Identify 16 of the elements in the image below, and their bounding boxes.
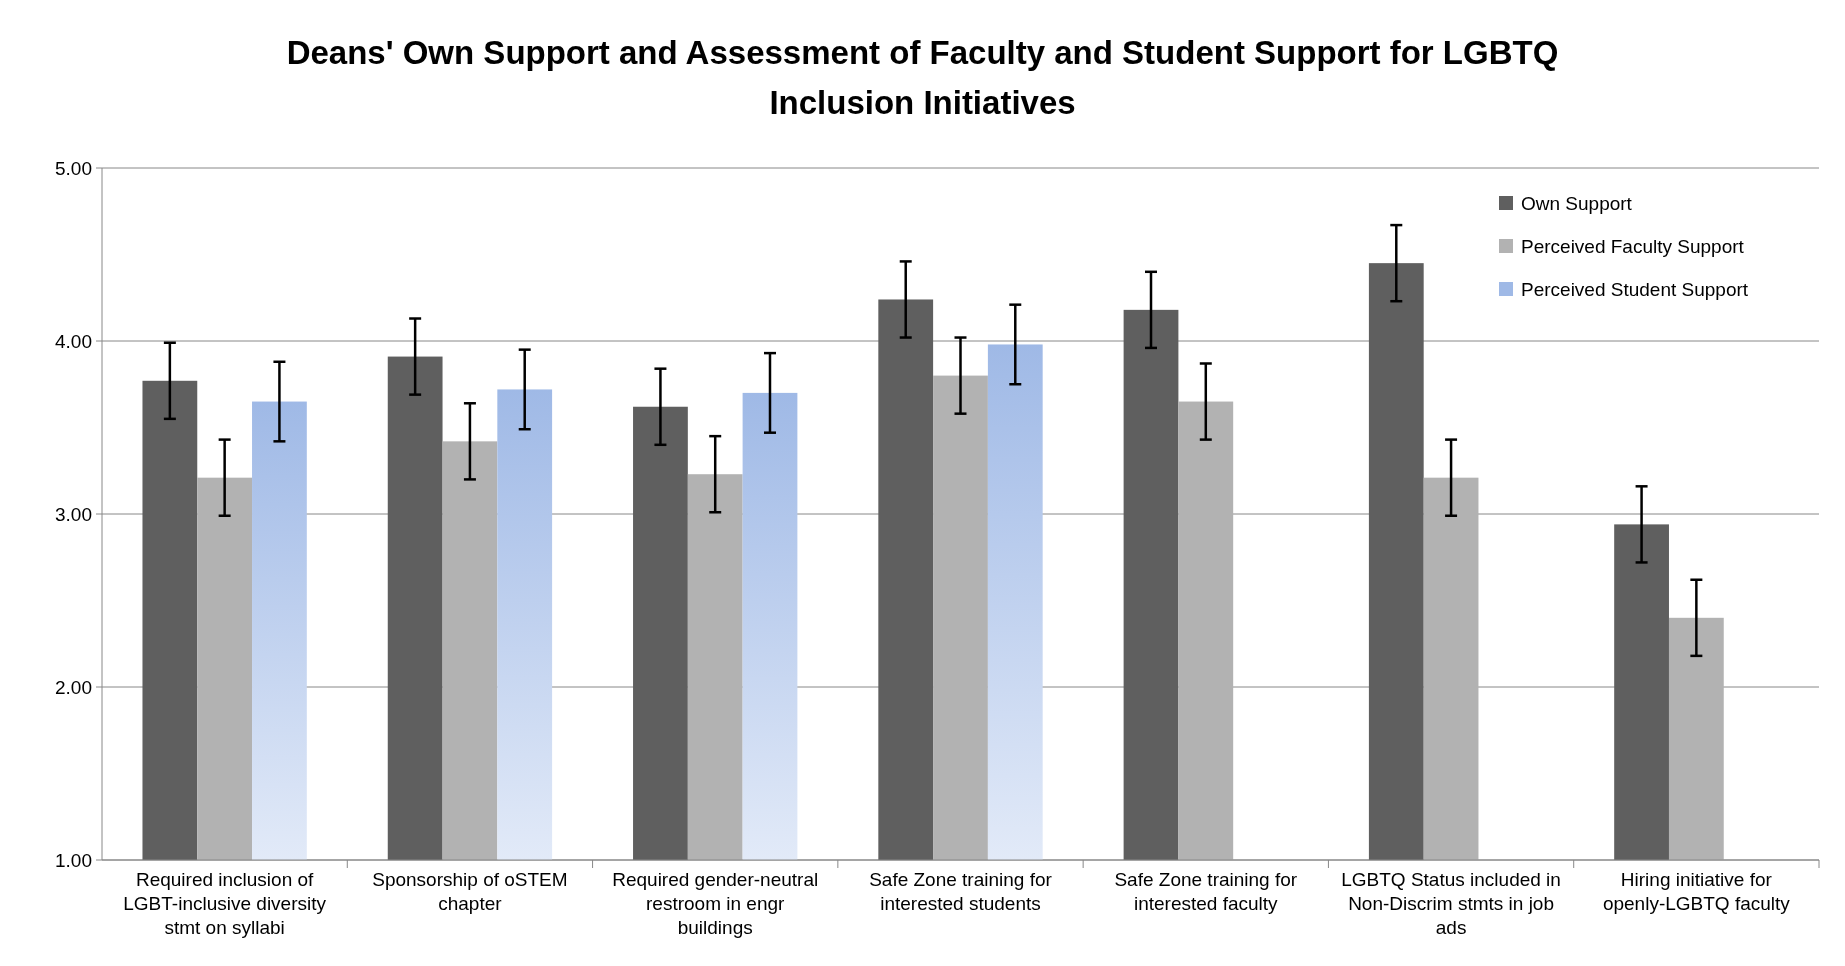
y-tick-label: 4.00 bbox=[55, 330, 92, 352]
y-tick-label: 3.00 bbox=[55, 503, 92, 525]
y-tick-label: 5.00 bbox=[55, 157, 92, 179]
x-tick-label: Safe Zone training for interested students bbox=[869, 869, 1053, 914]
legend-label: Perceived Faculty Support bbox=[1521, 235, 1745, 257]
x-tick-label: Safe Zone training for interested faculty bbox=[1114, 869, 1298, 914]
x-tick-label: Hiring initiative for openly-LGBTQ faculty bbox=[1602, 869, 1791, 914]
legend-label: Perceived Student Support bbox=[1521, 278, 1749, 300]
x-tick-label: Required inclusion of LGBT-inclusive diversity stmt on syllabi bbox=[123, 869, 327, 938]
legend-label: Own Support bbox=[1521, 192, 1633, 214]
x-tick-label: LGBTQ Status included in Non-Discrim stmts in job ads bbox=[1341, 869, 1561, 938]
x-tick-label: Sponsorship of oSTEM chapter bbox=[372, 869, 568, 914]
y-tick-label: 2.00 bbox=[55, 676, 92, 698]
x-tick-label: Required gender-neutral restroom in engr buildings bbox=[612, 869, 819, 938]
y-tick-label: 1.00 bbox=[55, 849, 92, 871]
chart-title: Deans' Own Support and Assessment of Faculty and Student Support for LGBTQ Inclusion Initiatives bbox=[286, 34, 1559, 121]
